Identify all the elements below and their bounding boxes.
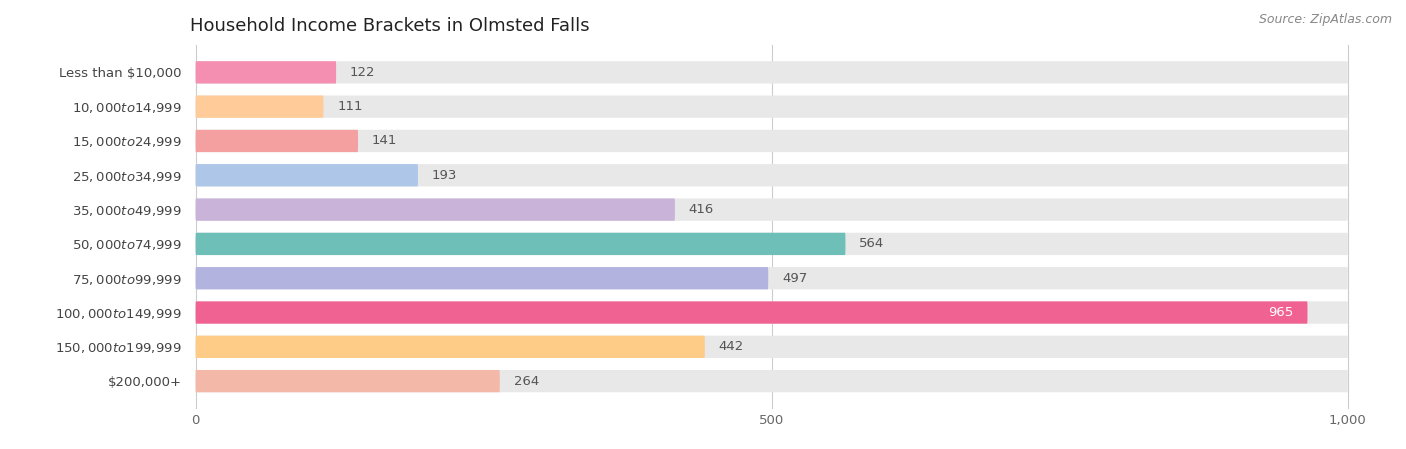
FancyBboxPatch shape bbox=[195, 130, 1348, 152]
Text: Source: ZipAtlas.com: Source: ZipAtlas.com bbox=[1258, 13, 1392, 26]
FancyBboxPatch shape bbox=[195, 164, 418, 186]
Text: 416: 416 bbox=[689, 203, 714, 216]
FancyBboxPatch shape bbox=[195, 96, 1348, 118]
Text: 111: 111 bbox=[337, 100, 363, 113]
FancyBboxPatch shape bbox=[195, 198, 675, 221]
FancyBboxPatch shape bbox=[195, 301, 1348, 324]
FancyBboxPatch shape bbox=[195, 267, 768, 289]
Text: 122: 122 bbox=[350, 66, 375, 79]
FancyBboxPatch shape bbox=[195, 164, 1348, 186]
FancyBboxPatch shape bbox=[195, 370, 499, 392]
FancyBboxPatch shape bbox=[195, 336, 704, 358]
Text: 564: 564 bbox=[859, 238, 884, 251]
FancyBboxPatch shape bbox=[195, 336, 1348, 358]
FancyBboxPatch shape bbox=[195, 267, 1348, 289]
FancyBboxPatch shape bbox=[195, 233, 1348, 255]
FancyBboxPatch shape bbox=[195, 370, 1348, 392]
Text: 965: 965 bbox=[1268, 306, 1294, 319]
Text: 442: 442 bbox=[718, 340, 744, 353]
Text: 141: 141 bbox=[371, 134, 398, 147]
Text: 497: 497 bbox=[782, 272, 807, 285]
FancyBboxPatch shape bbox=[195, 96, 323, 118]
FancyBboxPatch shape bbox=[195, 130, 359, 152]
Text: 264: 264 bbox=[513, 374, 538, 387]
Text: 193: 193 bbox=[432, 169, 457, 182]
FancyBboxPatch shape bbox=[195, 301, 1308, 324]
Text: Household Income Brackets in Olmsted Falls: Household Income Brackets in Olmsted Fal… bbox=[190, 17, 589, 35]
FancyBboxPatch shape bbox=[195, 198, 1348, 221]
FancyBboxPatch shape bbox=[195, 233, 845, 255]
FancyBboxPatch shape bbox=[195, 61, 1348, 84]
FancyBboxPatch shape bbox=[195, 61, 336, 84]
